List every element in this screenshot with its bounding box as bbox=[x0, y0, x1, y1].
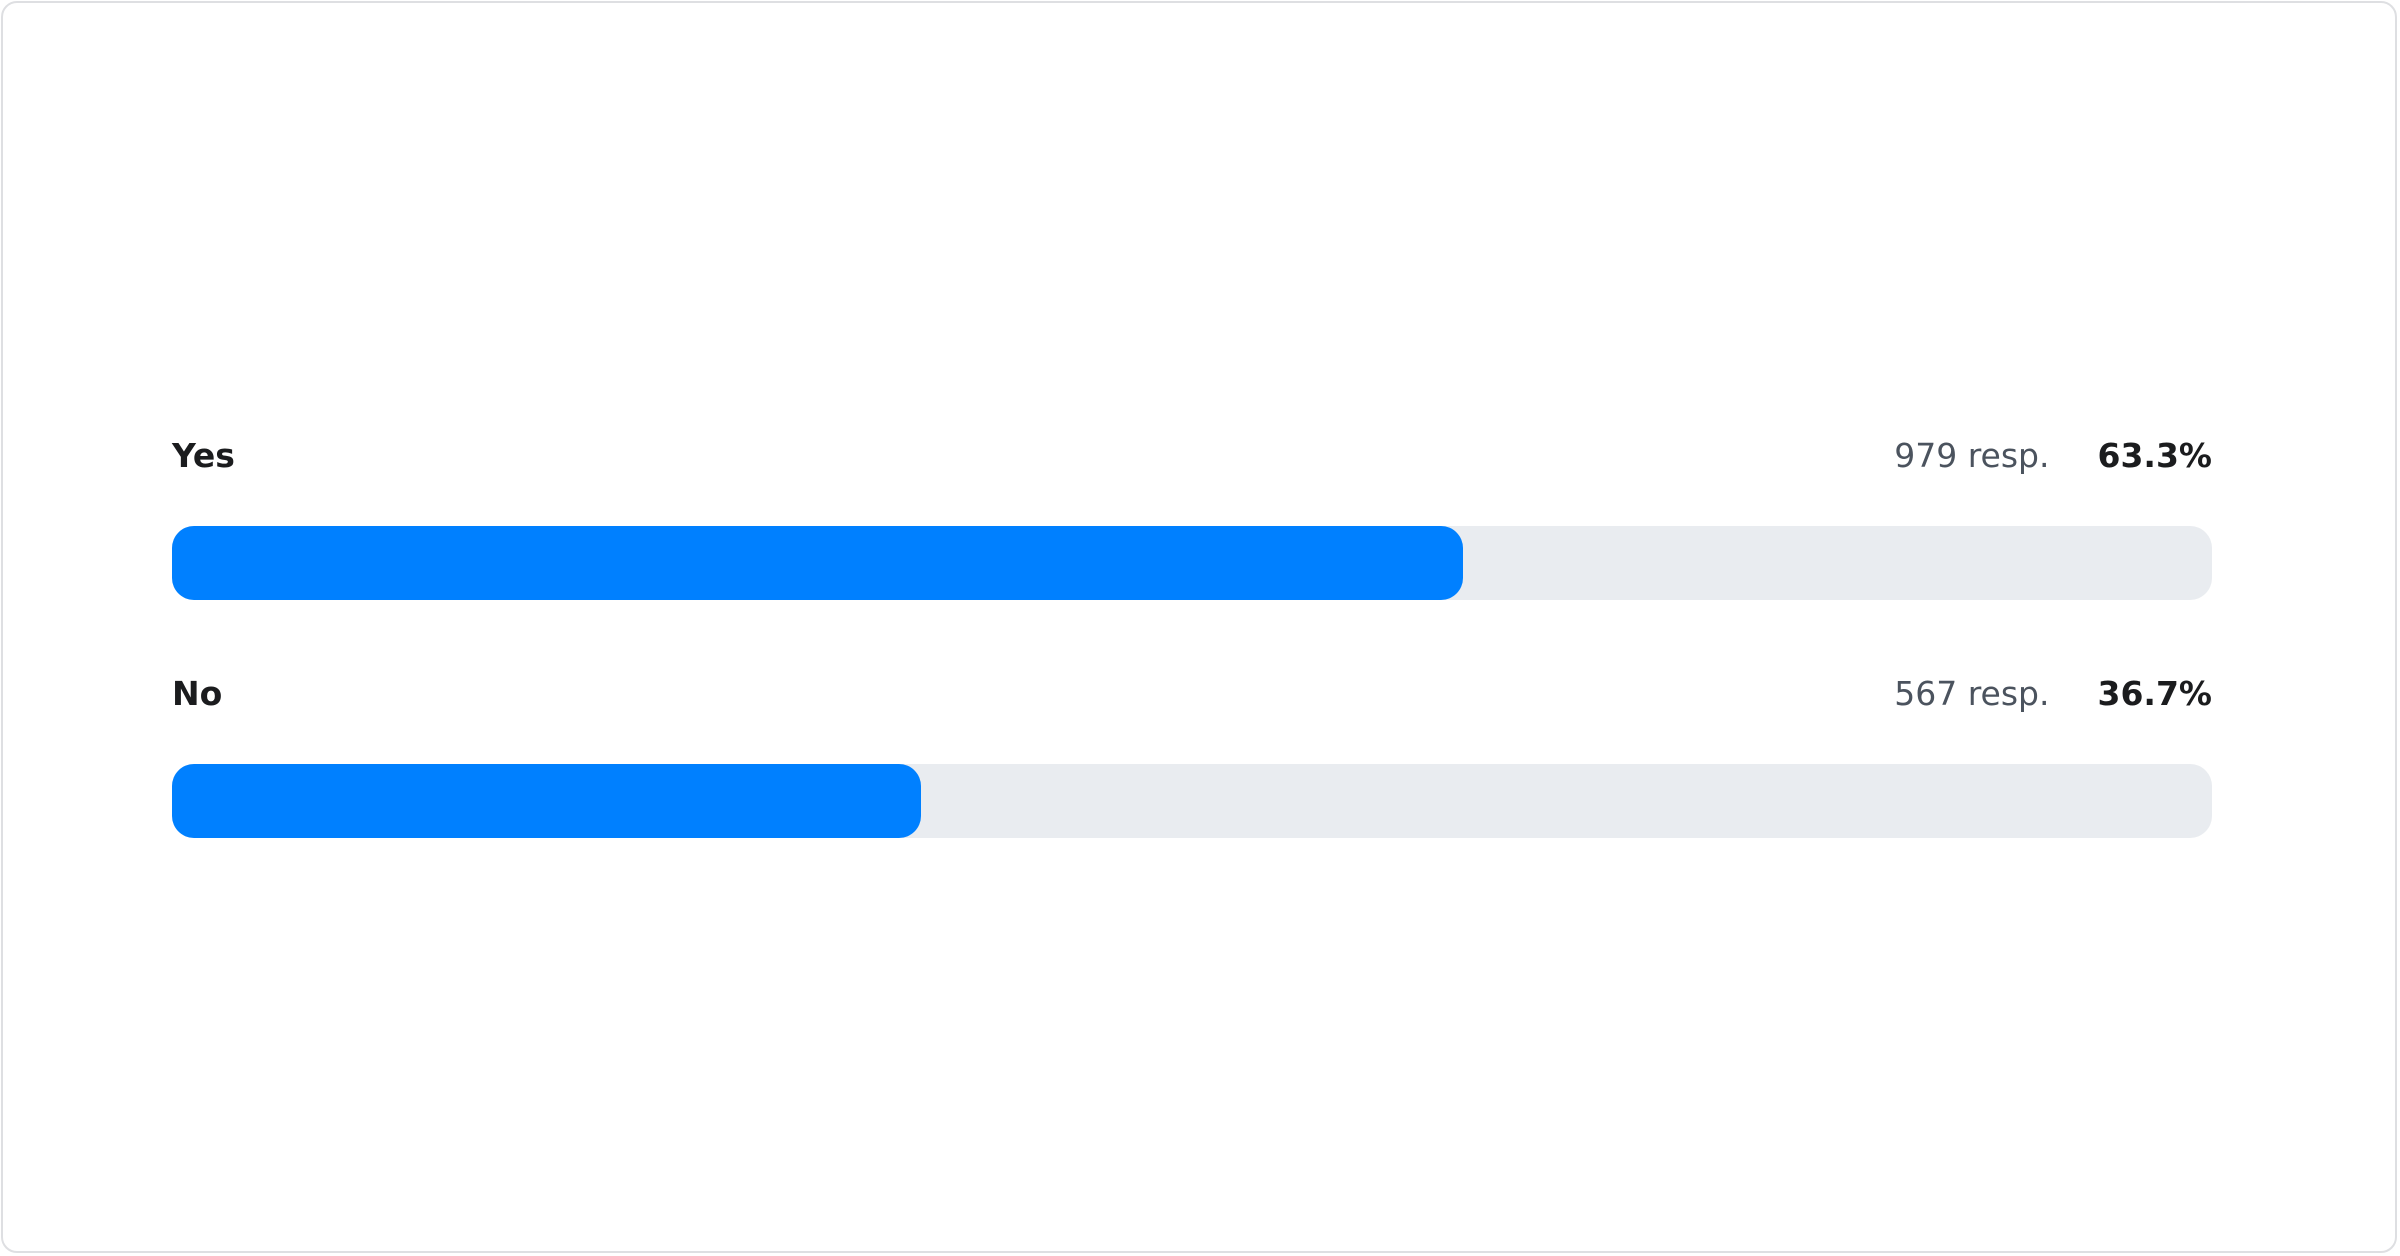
option-label: No bbox=[172, 674, 223, 713]
result-row-no: No 567 resp. 36.7% bbox=[172, 674, 2213, 838]
bar-fill bbox=[172, 526, 1464, 600]
option-label: Yes bbox=[172, 436, 235, 475]
response-count: 567 resp. bbox=[1894, 674, 2050, 713]
percent-label: 63.3% bbox=[2097, 436, 2213, 475]
bar-track bbox=[172, 526, 2212, 600]
bar-fill bbox=[172, 764, 921, 838]
bar-track bbox=[172, 764, 2212, 838]
percent-label: 36.7% bbox=[2097, 674, 2213, 713]
response-count: 979 resp. bbox=[1894, 436, 2050, 475]
result-row-yes: Yes 979 resp. 63.3% bbox=[172, 436, 2213, 600]
